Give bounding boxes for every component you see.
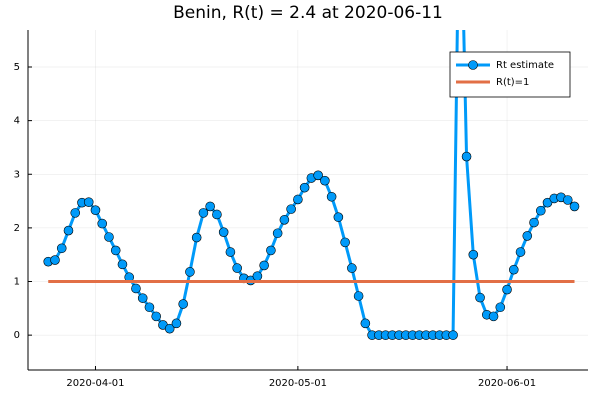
marker — [333, 212, 344, 222]
marker — [272, 228, 283, 239]
marker — [252, 271, 263, 281]
marker — [70, 208, 81, 218]
plot-area — [43, 30, 580, 340]
marker — [171, 318, 182, 329]
marker — [117, 259, 128, 270]
legend-label: Rt estimate — [496, 60, 554, 71]
series-line — [47, 30, 576, 337]
legend-marker — [468, 60, 478, 70]
legend: Rt estimate R(t)=1 — [449, 51, 571, 98]
marker — [347, 263, 357, 273]
marker — [259, 260, 269, 271]
marker — [542, 197, 553, 208]
marker — [293, 194, 303, 205]
marker — [502, 284, 512, 295]
marker — [522, 231, 533, 241]
marker — [232, 263, 242, 273]
chart-title: Benin, R(t) = 2.4 at 2020-06-11 — [173, 3, 443, 23]
marker — [50, 255, 60, 265]
marker — [63, 225, 74, 236]
marker — [535, 205, 546, 216]
marker — [185, 267, 195, 277]
marker — [313, 170, 323, 181]
y-tick-label: 5 — [14, 62, 20, 73]
marker — [360, 318, 371, 329]
marker — [488, 311, 499, 322]
marker — [164, 323, 175, 334]
marker — [461, 151, 472, 162]
marker — [562, 195, 573, 205]
marker — [178, 299, 188, 309]
marker — [90, 205, 101, 215]
y-tick-label: 1 — [14, 277, 20, 288]
y-tick-label: 2 — [14, 223, 20, 234]
marker — [320, 175, 330, 186]
x-tick-label: 2020-04-01 — [66, 378, 124, 389]
legend-box — [449, 51, 571, 98]
marker — [83, 197, 94, 207]
marker — [97, 218, 108, 229]
marker — [137, 293, 148, 303]
marker — [191, 232, 202, 243]
marker — [225, 247, 236, 257]
marker — [279, 215, 290, 225]
marker — [569, 201, 580, 212]
marker — [104, 232, 114, 242]
marker — [515, 247, 526, 257]
marker — [198, 208, 209, 218]
marker — [340, 237, 350, 248]
marker — [110, 245, 121, 256]
y-tick-label: 4 — [14, 116, 20, 127]
marker — [56, 243, 67, 254]
marker — [144, 302, 155, 313]
legend-label: R(t)=1 — [496, 77, 529, 88]
marker — [131, 283, 141, 294]
marker — [212, 209, 222, 220]
x-tick-label: 2020-06-01 — [478, 378, 536, 389]
marker — [266, 245, 276, 256]
y-tick-label: 0 — [14, 330, 20, 341]
marker — [205, 201, 215, 212]
marker — [529, 217, 539, 228]
marker — [218, 227, 229, 237]
x-tick-label: 2020-05-01 — [269, 378, 327, 389]
marker — [353, 291, 364, 301]
marker — [448, 330, 458, 340]
marker — [468, 249, 479, 260]
marker — [286, 204, 296, 214]
marker — [299, 182, 310, 193]
marker — [475, 292, 485, 303]
marker — [508, 264, 519, 275]
y-tick-label: 3 — [14, 169, 20, 180]
marker — [495, 302, 506, 313]
marker — [151, 311, 161, 322]
marker — [326, 191, 337, 202]
